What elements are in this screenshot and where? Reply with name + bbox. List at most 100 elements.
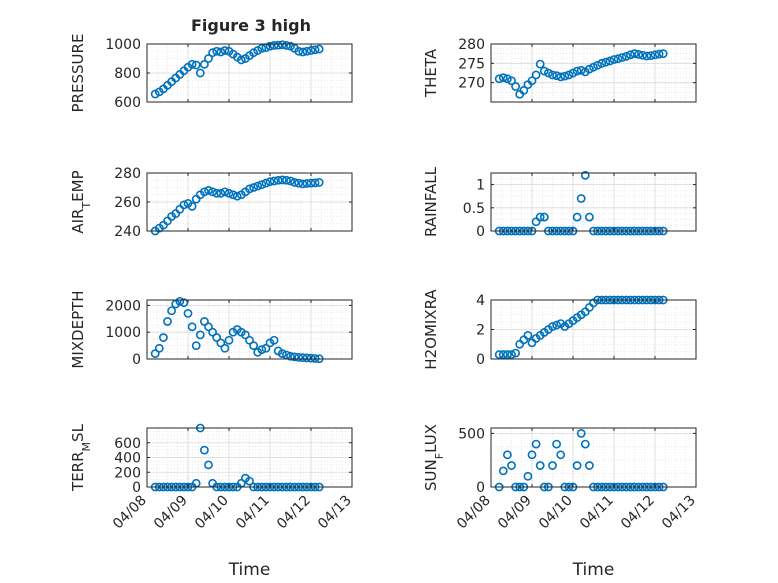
x-tick-label: 04/12: [274, 493, 314, 533]
data-point: [232, 191, 242, 201]
data-point: [187, 201, 197, 211]
subplot-sun-flux: 0 500 04/08 04/09 04/10 04/11 04/12 04/13 Time SU…: [422, 424, 699, 580]
data-point: [199, 187, 209, 197]
data-point: [204, 322, 213, 332]
data-point: [507, 76, 516, 86]
data-point: [158, 333, 168, 342]
data-point: [638, 50, 648, 60]
data-point: [531, 70, 541, 80]
data-point: [310, 178, 320, 188]
data-point: [195, 330, 205, 340]
data-point: [199, 59, 209, 69]
y-axis-label: PRESSURE: [69, 34, 87, 113]
data-point: [154, 343, 164, 353]
x-tick-label: 04/09: [151, 493, 191, 533]
data-point: [576, 428, 586, 438]
data-point: [216, 47, 226, 57]
y-tick-label: 1000: [105, 325, 141, 341]
y-tick-label: 280: [114, 166, 141, 182]
y-tick-label: 400: [114, 451, 141, 467]
axes-box: [490, 172, 697, 232]
data-point: [224, 335, 234, 345]
data-point: [302, 179, 312, 188]
data-point: [306, 178, 316, 188]
data-point: [208, 327, 217, 337]
subplot-h2omixra: 0 2 4 H2OMIXRA: [422, 289, 697, 370]
data-point: [273, 175, 283, 185]
data-point: [585, 461, 594, 470]
data-point: [277, 349, 287, 359]
data-point: [502, 350, 512, 359]
data-point: [576, 65, 586, 75]
data-point: [261, 178, 271, 188]
data-point: [290, 178, 299, 187]
data-point: [634, 50, 643, 59]
data-point: [314, 178, 324, 187]
data-point: [290, 352, 299, 362]
data-point: [294, 178, 304, 188]
data-point: [539, 66, 549, 76]
y-tick-label: 200: [114, 465, 141, 481]
data-point: [544, 68, 553, 78]
figure-title: Figure 3 high: [191, 16, 311, 35]
data-point: [572, 66, 582, 76]
x-tick-label: 04/10: [536, 493, 576, 533]
data-point: [269, 176, 279, 186]
y-tick-label: 0.5: [463, 201, 485, 217]
data-point: [314, 44, 324, 54]
data-point: [650, 50, 660, 60]
data-point: [539, 212, 549, 222]
data-point: [216, 338, 226, 348]
x-tick-label: 04/08: [110, 493, 150, 533]
data-point: [245, 184, 254, 194]
y-tick-label: 260: [114, 195, 141, 211]
data-point: [527, 76, 537, 86]
data-point: [621, 51, 631, 61]
data-point: [502, 450, 512, 460]
y-tick-label: 600: [114, 436, 141, 452]
data-point: [294, 352, 304, 362]
data-point: [220, 46, 230, 55]
y-tick-label: 2: [476, 323, 485, 339]
data-point: [519, 86, 529, 95]
data-point: [523, 330, 533, 340]
y-axis-label: H2OMIXRA: [422, 289, 440, 370]
data-point: [593, 60, 602, 70]
data-point: [208, 48, 217, 58]
y-tick-label: 0: [476, 352, 485, 368]
y-tick-label: 270: [458, 76, 485, 92]
data-point: [589, 62, 598, 72]
data-point: [175, 296, 185, 306]
y-tick-label: 4: [476, 293, 485, 309]
y-tick-label: 1: [476, 178, 485, 194]
data-point: [605, 56, 615, 66]
y-tick-label: 0: [132, 352, 141, 368]
data-point: [224, 188, 234, 198]
x-tick-label: 04/11: [577, 493, 617, 533]
data-point: [310, 45, 320, 55]
subplot-air-temp: 240 260 280 AIRTEMP: [69, 166, 353, 240]
data-point: [249, 341, 258, 350]
data-point: [286, 351, 295, 361]
data-point: [630, 49, 639, 59]
data-point: [498, 73, 508, 83]
data-point: [249, 183, 258, 192]
data-point: [552, 320, 561, 330]
data-point: [507, 461, 516, 470]
data-point: [286, 176, 295, 186]
x-axis-label: Time: [228, 560, 271, 580]
data-point: [269, 335, 279, 345]
data-point: [179, 200, 189, 210]
data-point: [187, 322, 197, 332]
data-point: [212, 188, 222, 198]
data-point: [511, 82, 520, 91]
y-axis-label: RAINFALL: [422, 166, 440, 237]
data-point: [527, 450, 537, 460]
data-point: [617, 53, 627, 62]
y-tick-label: 0: [476, 224, 485, 240]
data-point: [613, 54, 623, 64]
y-tick-label: 0: [476, 480, 485, 496]
